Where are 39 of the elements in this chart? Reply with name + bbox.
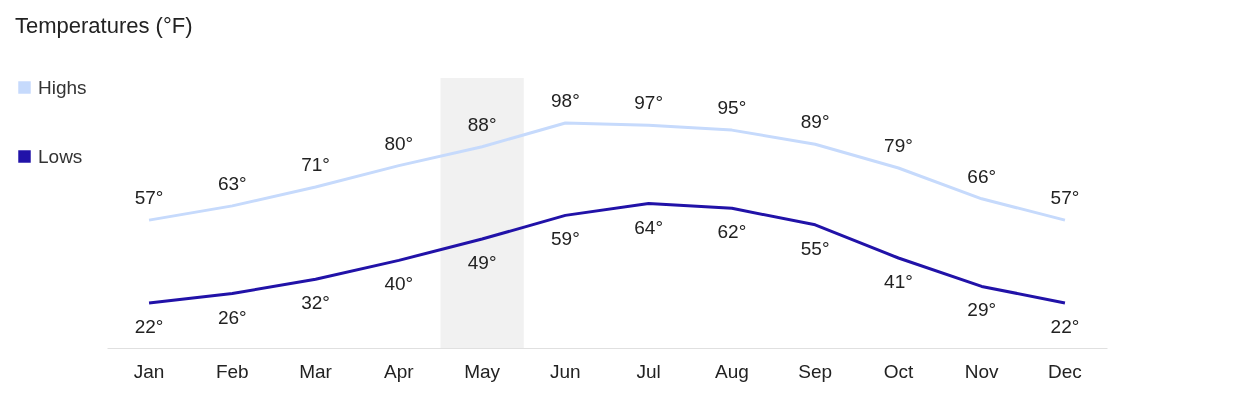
x-tick-label: Apr (384, 360, 415, 382)
data-label: 59° (551, 228, 580, 250)
data-label: 41° (884, 271, 913, 292)
data-label: 89° (800, 111, 830, 133)
x-tick-label: Jan (133, 360, 165, 382)
x-tick-label: Jul (636, 360, 661, 382)
x-tick-label: Nov (964, 360, 1000, 382)
x-tick-label: Sep (798, 360, 833, 382)
data-label: 79° (884, 135, 913, 156)
data-label: 62° (717, 221, 747, 243)
legend-label: Lows (38, 145, 83, 167)
x-tick-label: Feb (215, 360, 249, 382)
x-tick-label: Dec (1048, 360, 1082, 382)
data-label: 95° (717, 97, 747, 119)
data-label: 22° (1050, 316, 1080, 337)
data-label: 64° (634, 216, 663, 238)
data-label: 98° (551, 90, 580, 111)
data-label: 80° (384, 132, 414, 154)
data-label: 32° (301, 292, 330, 314)
x-tick-label: Oct (883, 360, 914, 382)
legend-label: Highs (38, 76, 87, 98)
data-label: 97° (634, 92, 663, 114)
data-label: 22° (134, 316, 164, 337)
data-label: 88° (467, 113, 497, 135)
x-tick-label: Mar (299, 360, 333, 382)
data-label: 26° (217, 306, 247, 328)
data-label: 71° (301, 153, 330, 175)
chart-title: Temperatures (°F) (15, 13, 193, 38)
data-label: 57° (1050, 187, 1080, 209)
data-label: 40° (384, 273, 414, 295)
x-tick-label: Aug (714, 360, 749, 382)
data-label: 57° (134, 187, 164, 209)
data-label: 29° (967, 299, 997, 321)
data-label: 63° (217, 172, 247, 194)
x-tick-label: May (464, 360, 501, 382)
x-tick-label: Jun (550, 360, 581, 382)
data-label: 49° (467, 252, 497, 274)
data-label: 66° (967, 165, 997, 187)
data-label: 55° (800, 237, 830, 259)
